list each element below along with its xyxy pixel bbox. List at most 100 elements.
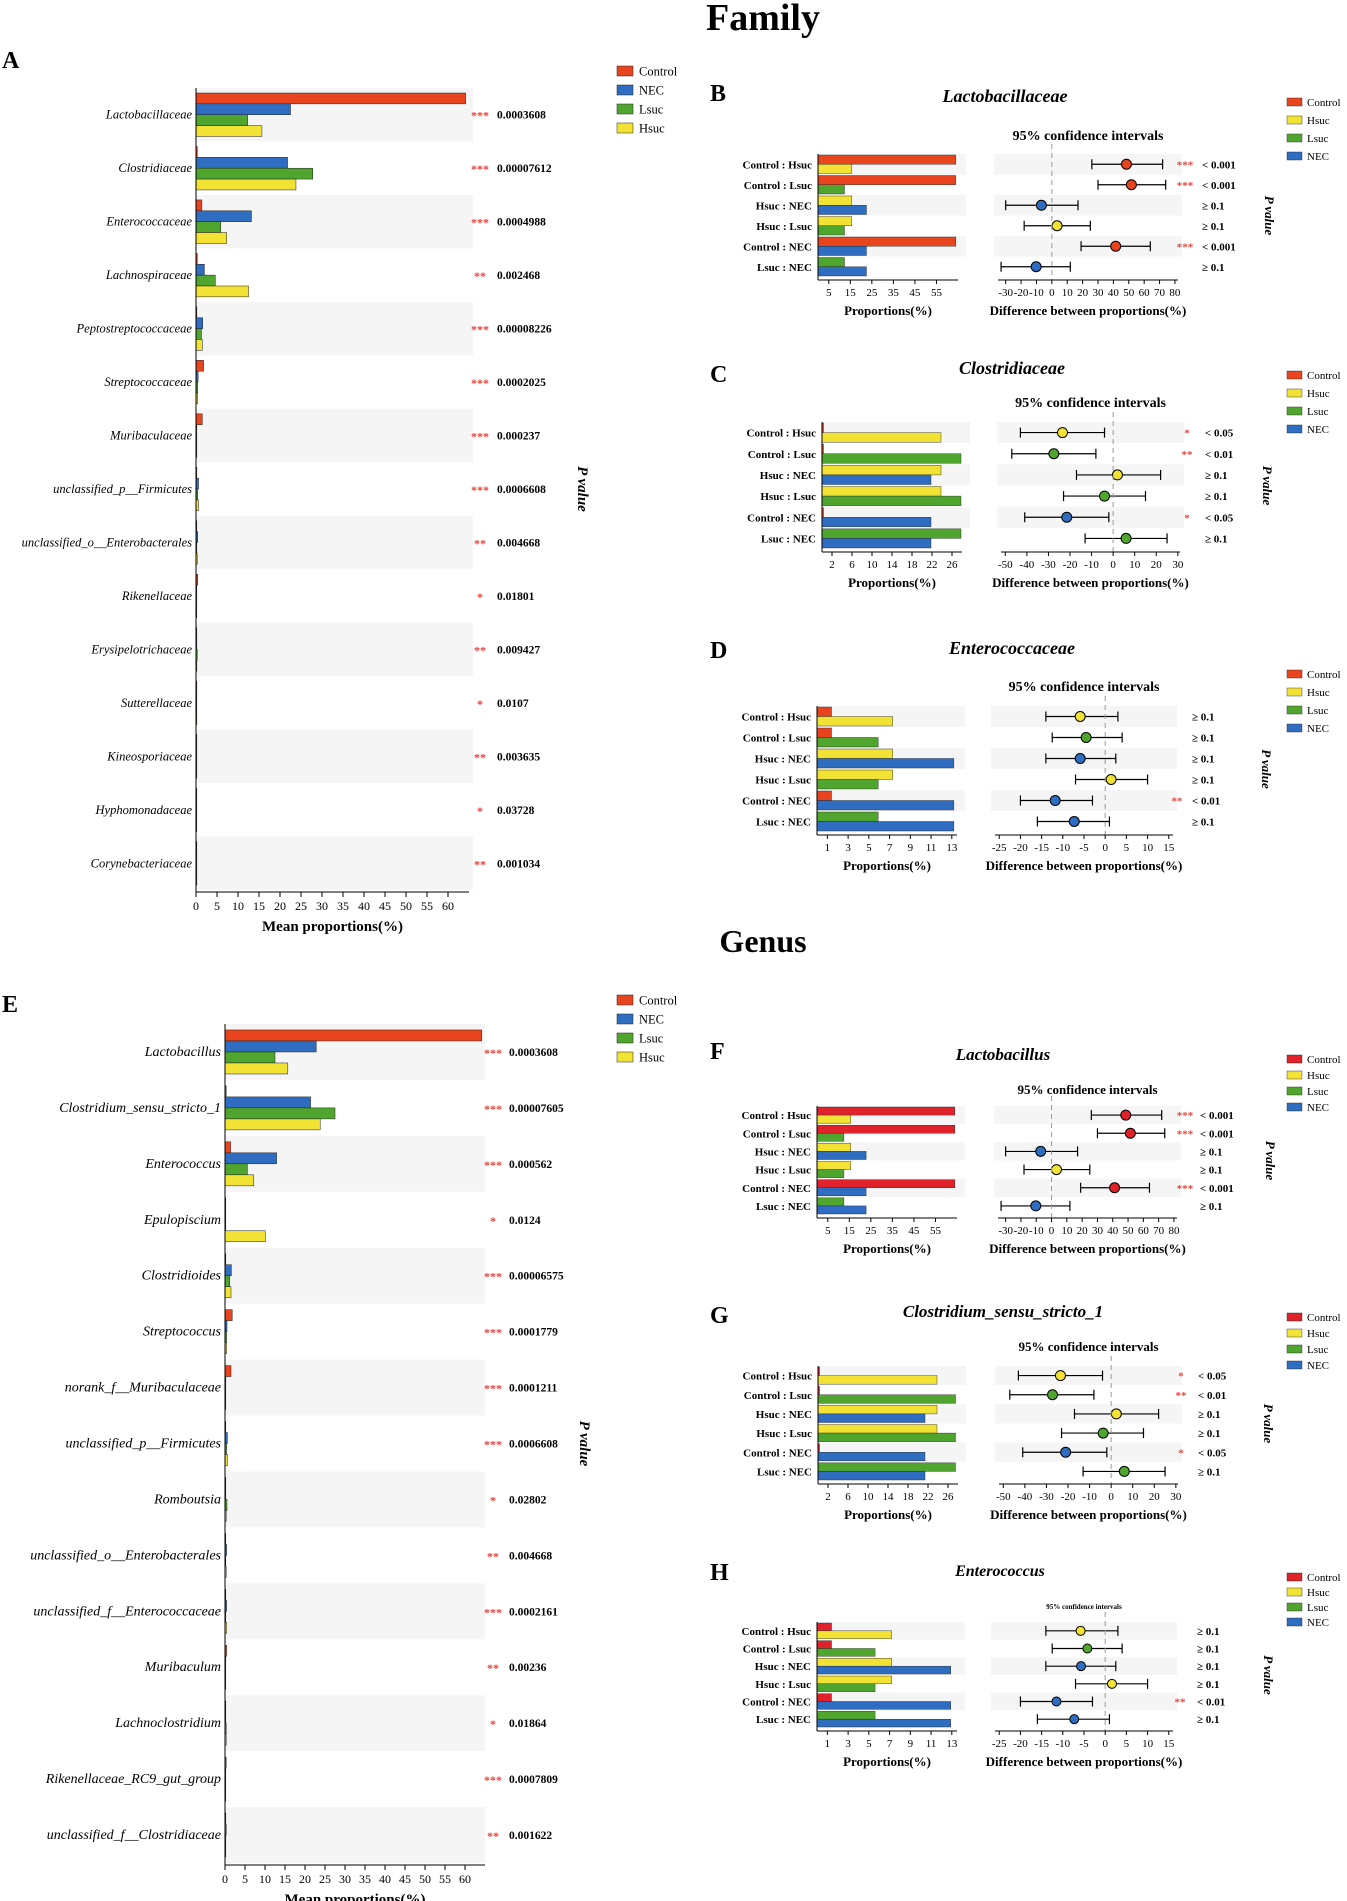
chart-e-lactobacillus-label: Lactobacillus [144,1045,222,1060]
chart-e-unclassified-p-firmicutes-label: unclassified_p__Firmicutes [65,1437,221,1452]
chart-a-lachnospiraceae-bar-hsuc [195,285,249,298]
chart-e-clostridium-sensu-stricto-1-stars: *** [484,1102,502,1116]
chart-c-lsuc-nec-bar-nec [821,538,932,549]
chart-a-enterococcaceae-bar-hsuc [195,232,227,244]
chart-g-lsuc-nec-ci-point [1118,1465,1130,1477]
chart-f-control-nec-bar-control [816,1179,956,1188]
chart-a-unclassified-p-firmicutes-label: unclassified_p__Firmicutes [53,482,192,496]
chart-g-diff-tick-label--50: -50 [996,1491,1011,1503]
chart-a-legend-label-lsuc: Lsuc [639,103,664,117]
chart-h-control-nec-ci-point [1051,1696,1062,1707]
chart-a-rikenellaceae-stars: * [477,590,483,604]
chart-g-diff-tick-label-20: 20 [1149,1491,1161,1503]
chart-g-legend-label-nec: NEC [1307,1360,1329,1372]
chart-h-legend-label-nec: NEC [1307,1617,1329,1629]
chart-f-control-lsuc-bar-control [816,1124,956,1134]
chart-e-unclassified-f-enterococcaceae-label: unclassified_f__Enterococcaceae [33,1604,221,1619]
chart-f-hsuc-lsuc-bar-hsuc [816,1161,852,1170]
chart-d-prop-axis-title: Proportions(%) [843,858,931,873]
chart-d-prop-tick-label-9: 9 [908,842,914,854]
chart-e-x-axis-title: Mean proportions(%) [285,1892,426,1901]
chart-g-diff-axis-title: Difference between proportions(%) [990,1507,1187,1522]
chart-b-ci-title: 95% confidence intervals [1013,129,1164,144]
chart-d-legend-label-control: Control [1307,669,1341,681]
chart-c-hsuc-nec-ci-point [1111,469,1123,481]
chart-a-clostridiaceae-pvalue: 0.00007612 [497,163,552,175]
chart-a-clostridiaceae-bar-hsuc [195,178,297,191]
chart-d-legend-swatch-hsuc [1286,687,1303,697]
chart-f-hsuc-lsuc-bar-lsuc [816,1169,845,1178]
chart-f-legend-swatch-control [1286,1054,1303,1064]
chart-e-enterococcus-pvalue: 0.000562 [509,1159,552,1171]
chart-a-peptostreptococcaceae-bar-lsuc [195,328,202,340]
chart-b-hsuc-nec-ci-point [1035,199,1047,211]
chart-e-lachnoclostridium-pvalue: 0.01864 [509,1718,547,1730]
chart-f-diff-tick-label-20: 20 [1077,1225,1089,1237]
chart-b-hsuc-nec-label: Hsuc : NEC [756,200,812,212]
heading-genus: Genus [719,923,806,959]
chart-e-streptococcus-bar-control [224,1309,233,1321]
panel-letter-a: A [2,48,20,74]
chart-g-title: Clostridium_sensu_stricto_1 [903,1302,1103,1321]
chart-b-control-hsuc-stars: *** [1177,159,1194,171]
chart-a-lachnospiraceae-bar-lsuc [195,274,216,287]
charts-layer: Lactobacillaceae *** 0.0003608Clostridiace… [22,65,1341,1901]
chart-b-legend-swatch-hsuc [1286,115,1303,125]
chart-d-prop-tick-label-3: 3 [845,842,851,854]
chart-a-erysipelotrichaceae-stars: ** [474,643,486,657]
chart-g-control-hsuc-label: Control : Hsuc [743,1371,813,1383]
chart-a-unclassified-p-firmicutes-pvalue: 0.0006608 [497,484,546,496]
chart-d-diff-tick-label--15: -15 [1034,842,1049,854]
chart-g-control-hsuc-ci-point [1054,1370,1066,1382]
chart-d-control-hsuc-pvalue: ≥ 0.1 [1192,712,1215,724]
chart-c-diff-tick-label--20: -20 [1063,559,1078,571]
chart-a-clostridiaceae-stars: *** [471,162,489,176]
chart-d-diff-axis-title: Difference between proportions(%) [986,858,1183,873]
chart-a-unclassified-p-firmicutes-stars: *** [471,483,489,497]
chart-e-unclassified-f-clostridiaceae-pvalue: 0.001622 [509,1830,552,1842]
chart-a-legend-swatch-nec [616,84,634,96]
chart-c-hsuc-lsuc-pvalue: ≥ 0.1 [1205,491,1228,503]
chart-e-clostridioides-pvalue: 0.00006575 [509,1271,564,1283]
chart-f-control-hsuc-pvalue: < 0.001 [1200,1110,1234,1122]
chart-e-lachnoclostridium-label: Lachnoclostridium [114,1716,221,1731]
chart-d-control-nec-bar-nec [816,800,955,811]
chart-f-legend-swatch-nec [1286,1102,1303,1112]
chart-f-lsuc-nec-ci-point [1030,1200,1042,1212]
chart-e-legend-label-lsuc: Lsuc [639,1032,664,1046]
chart-e-legend-swatch-nec [616,1013,634,1025]
chart-f-prop-tick-label-25: 25 [865,1225,877,1237]
chart-h-diff-tick-label--5: -5 [1079,1738,1089,1750]
chart-a-erysipelotrichaceae-stripe [196,622,473,677]
chart-h-prop-tick-label-13: 13 [946,1738,958,1750]
chart-e-xtick-label-10: 10 [259,1872,271,1886]
chart-g-control-lsuc-bar-lsuc [817,1394,956,1404]
chart-f-control-hsuc-label: Control : Hsuc [742,1110,812,1122]
chart-g-control-nec-stars: * [1178,1447,1184,1459]
chart-d-hsuc-lsuc-ci-point [1105,774,1117,785]
chart-c-diff-tick-label--30: -30 [1041,559,1056,571]
chart-a-xtick-label-55: 55 [421,899,433,913]
chart-a-streptococcaceae-label: Streptococcaceae [104,375,192,389]
chart-f-hsuc-nec-label: Hsuc : NEC [755,1146,811,1158]
chart-e-clostridioides-stripe [225,1247,485,1304]
chart-h-hsuc-nec-bar-hsuc [816,1658,892,1667]
chart-c-diff-tick-label-30: 30 [1172,559,1184,571]
chart-a-enterococcaceae-pvalue: 0.0004988 [497,217,546,229]
chart-d-ci-title: 95% confidence intervals [1009,680,1160,695]
chart-g-prop-tick-label-2: 2 [825,1491,831,1503]
chart-b-prop-tick-label-55: 55 [931,287,943,299]
chart-a-lachnospiraceae-stars: ** [474,269,486,283]
chart-f-hsuc-lsuc-pvalue: ≥ 0.1 [1200,1165,1223,1177]
chart-e-unclassified-f-clostridiaceae-stars: ** [487,1829,499,1843]
chart-a-enterococcaceae-bar-control [195,199,203,212]
chart-f-prop-tick-label-45: 45 [908,1225,920,1237]
chart-a-xtick-label-60: 60 [442,899,454,913]
chart-c-control-nec-bar-nec [821,517,932,528]
chart-c-hsuc-lsuc-ci-point [1099,490,1111,502]
chart-e-lactobacillus-pvalue: 0.0003608 [509,1047,558,1059]
chart-a-hyphomonadaceae-label: Hyphomonadaceae [95,803,193,817]
chart-e-clostridioides-bar-nec [224,1264,232,1276]
chart-g-hsuc-nec-ci-point [1110,1408,1122,1420]
chart-b-control-nec-label: Control : NEC [743,241,812,253]
